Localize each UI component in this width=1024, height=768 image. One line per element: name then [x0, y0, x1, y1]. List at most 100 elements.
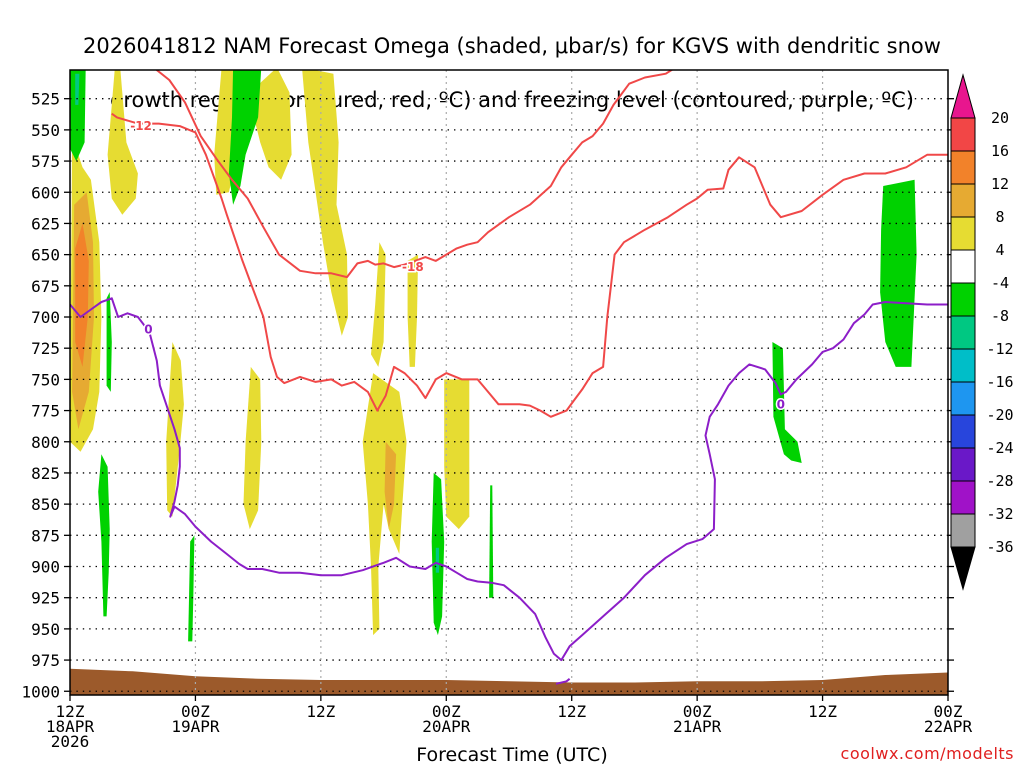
ytick-label-850: 850: [31, 495, 60, 514]
ytick-label-575: 575: [31, 152, 60, 171]
colorbar-label-0: 20: [991, 109, 1009, 127]
contour-layer: -12 -18 0 0: [70, 70, 948, 685]
ytick-label-725: 725: [31, 339, 60, 358]
omega-region-18: [188, 535, 195, 642]
xtick-label-84-0: 00Z: [934, 702, 963, 721]
xtick-label-72-0: 12Z: [808, 702, 837, 721]
xtick-label-36-1: 20APR: [422, 717, 471, 736]
x-axis-label: Forecast Time (UTC): [416, 744, 608, 766]
ytick-label-625: 625: [31, 214, 60, 233]
credit-text: coolwx.com/modelts: [840, 744, 1014, 763]
colorbar-label-7: -12: [986, 340, 1013, 358]
colorbar-swatch-10: [950, 414, 976, 449]
ytick-label-975: 975: [31, 651, 60, 670]
omega-region-14: [70, 70, 86, 162]
omega-region-17: [98, 454, 110, 617]
colorbar-label-4: 4: [995, 241, 1004, 259]
colorbar-swatch-6: [950, 282, 976, 317]
omega-region-9: [371, 242, 386, 367]
omega-region-7: [302, 70, 348, 336]
omega-region-12: [407, 254, 419, 367]
omega-region-24: [880, 179, 917, 367]
omega-region-15: [75, 73, 80, 105]
chart-title-line-1: 2026041812 NAM Forecast Omega (shaded, μ…: [83, 34, 941, 58]
colorbar-bottom-arrow: [950, 546, 976, 591]
xtick-label-0-1: 18APR: [46, 717, 95, 736]
dgz-contour-label-0: -12: [130, 119, 152, 133]
xtick-label-60-1: 21APR: [673, 717, 722, 736]
colorbar-swatch-4: [950, 216, 976, 251]
omega-region-8: [243, 366, 262, 530]
colorbar-label-10: -24: [986, 439, 1013, 457]
freezing-contour-label-1: 0: [777, 397, 785, 411]
colorbar-swatch-3: [950, 183, 976, 218]
colorbar-swatch-2: [950, 150, 976, 185]
xtick-label-48-0: 12Z: [557, 702, 586, 721]
colorbar-swatch-13: [950, 513, 976, 548]
ytick-label-950: 950: [31, 620, 60, 639]
colorbar-swatch-7: [950, 315, 976, 350]
colorbar-swatch-11: [950, 447, 976, 482]
ytick-label-525: 525: [31, 90, 60, 109]
ytick-label-700: 700: [31, 308, 60, 327]
surface-terrain-layer: [70, 668, 948, 695]
ytick-label-600: 600: [31, 183, 60, 202]
ytick-label-875: 875: [31, 526, 60, 545]
colorbar-swatch-5: [950, 249, 976, 284]
plot-frame: [69, 69, 949, 696]
colorbar-label-12: -32: [986, 505, 1013, 523]
omega-region-3: [107, 70, 138, 215]
xtick-label-84-1: 22APR: [924, 717, 973, 736]
colorbar-label-2: 12: [991, 175, 1009, 193]
xtick-label-12-1: 19APR: [171, 717, 220, 736]
ytick-label-650: 650: [31, 246, 60, 265]
freezing-contour-label-0: 0: [144, 322, 152, 336]
ytick-label-675: 675: [31, 277, 60, 296]
colorbar-label-11: -28: [986, 472, 1013, 490]
omega-region-21: [435, 547, 439, 573]
surface-terrain: [70, 668, 948, 695]
colorbar-swatch-1: [950, 117, 976, 152]
colorbar-label-1: 16: [991, 142, 1009, 160]
omega-region-16: [106, 292, 112, 392]
dgz-contour-line-1: [155, 70, 674, 279]
xtick-label-24-0: 12Z: [306, 702, 335, 721]
ytick-label-900: 900: [31, 558, 60, 577]
colorbar-swatch-12: [950, 480, 976, 515]
dgz-contour-line-0: [111, 112, 948, 418]
ytick-label-750: 750: [31, 370, 60, 389]
colorbar-swatch-8: [950, 348, 976, 383]
xtick-label-12-0: 00Z: [181, 702, 210, 721]
colorbar-label-13: -36: [986, 538, 1013, 556]
omega-region-22: [489, 485, 494, 598]
colorbar-label-5: -4: [991, 274, 1009, 292]
xtick-label-0-2: 2026: [51, 732, 90, 751]
colorbar-label-3: 8: [995, 208, 1004, 226]
dgz-contour-label-1: -18: [402, 260, 424, 274]
ytick-label-800: 800: [31, 433, 60, 452]
ytick-label-1000: 1000: [21, 682, 60, 701]
xtick-label-60-0: 00Z: [683, 702, 712, 721]
omega-region-19: [228, 70, 262, 205]
ytick-label-825: 825: [31, 464, 60, 483]
grid-layer: [70, 70, 948, 695]
colorbar-label-9: -20: [986, 406, 1013, 424]
freezing-contour-line-0: [70, 297, 948, 662]
xtick-label-36-0: 00Z: [432, 702, 461, 721]
colorbar-label-8: -16: [986, 373, 1013, 391]
omega-region-11: [384, 441, 397, 530]
ytick-label-925: 925: [31, 589, 60, 608]
omega-region-13: [444, 379, 470, 530]
colorbar: 20 16 12 8 4 -4 -8 -12 -16 -20 -24 -28 -32 -36: [950, 73, 1014, 591]
omega-region-6: [249, 70, 292, 180]
colorbar-top-arrow: [950, 73, 976, 119]
ytick-label-550: 550: [31, 121, 60, 140]
colorbar-label-6: -8: [991, 307, 1009, 325]
omega-region-23: [772, 342, 802, 463]
omega-shading-layer: [70, 70, 917, 642]
xtick-label-0-0: 12Z: [56, 702, 85, 721]
ytick-label-775: 775: [31, 402, 60, 421]
colorbar-swatch-9: [950, 381, 976, 416]
axes-layer: 525 550 575 600 625 650 675 700 725 750 775 800 825 8…: [21, 69, 973, 751]
